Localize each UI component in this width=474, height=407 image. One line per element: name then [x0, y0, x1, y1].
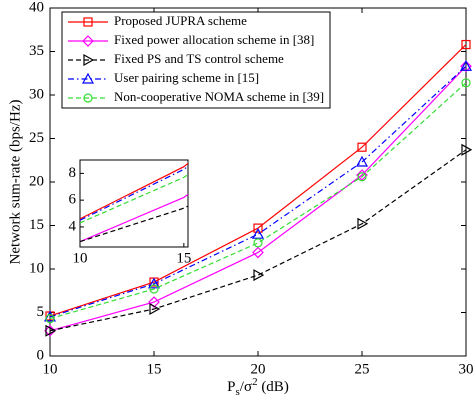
x-tick-label: 25 [355, 361, 370, 377]
marker [251, 227, 265, 239]
inset-lines [80, 162, 188, 243]
marker [148, 296, 160, 308]
x-label-part: 2 [252, 376, 258, 388]
series-line [49, 65, 467, 332]
inset-line [80, 165, 188, 221]
x-label-part: (dB) [258, 379, 289, 395]
marker [252, 246, 264, 259]
marker [461, 143, 473, 156]
y-tick-label: 5 [37, 304, 45, 320]
marker [45, 313, 55, 324]
y-tick-label: 20 [29, 173, 44, 189]
y-tick-label: 0 [37, 347, 45, 363]
series-line [49, 65, 467, 318]
y-tick-label: 40 [29, 0, 44, 15]
marker [149, 303, 161, 316]
marker [253, 223, 263, 233]
y-tick-label: 25 [29, 130, 44, 146]
marker [461, 39, 471, 50]
x-tick-label: 15 [147, 361, 162, 377]
legend: Proposed JUPRA scheme Fixed power allocat… [61, 11, 331, 109]
legend-label: User pairing scheme in [15] [114, 70, 259, 85]
marker [355, 155, 369, 167]
marker [83, 53, 95, 67]
inset-line [80, 162, 188, 220]
y-tick-label: 35 [29, 43, 44, 59]
marker [357, 217, 369, 230]
inset-line [80, 205, 188, 243]
series-line [49, 82, 467, 320]
legend-label: Non-cooperative NOMA scheme in [39] [114, 89, 324, 104]
marker [81, 72, 95, 84]
y-tick-label: 15 [29, 217, 44, 233]
marker [357, 142, 367, 152]
y-tick-label: 10 [29, 260, 44, 276]
x-tick-label: 30 [459, 361, 474, 377]
marker [357, 172, 367, 182]
x-tick-label: 10 [43, 361, 58, 377]
marker [147, 277, 161, 289]
x-tick-label: 20 [251, 361, 266, 377]
marker [43, 310, 57, 322]
x-label-part: /σ [240, 379, 252, 395]
inset-x-tick-label: 15 [176, 250, 191, 266]
x-label-part: s [236, 386, 240, 398]
legend-label: Proposed JUPRA scheme [114, 13, 247, 28]
marker [253, 238, 263, 248]
legend-label: Fixed power allocation scheme in [38] [114, 32, 314, 47]
marker [44, 324, 56, 337]
legend-box [61, 11, 331, 109]
marker [356, 169, 368, 181]
marker [459, 60, 473, 71]
inset-x-tick-label: 10 [73, 250, 88, 266]
inset-y-tick-label: 8 [69, 165, 77, 181]
inset-frame [79, 159, 189, 248]
marker [460, 60, 472, 73]
y-tick-label: 30 [29, 86, 44, 102]
marker [83, 93, 93, 103]
marker [149, 284, 159, 294]
inset-y-tick-label: 6 [69, 192, 77, 208]
x-label-part: P [227, 379, 235, 395]
marker [83, 17, 93, 27]
inset-line [80, 173, 188, 224]
x-axis-label: Ps/σ2 (dB) [227, 376, 289, 398]
inset-y-tick-label: 4 [69, 218, 77, 234]
marker [45, 324, 57, 337]
marker [82, 35, 94, 47]
legend-label: Fixed PS and TS control scheme [114, 51, 284, 66]
marker [253, 269, 265, 282]
inset-line [80, 193, 188, 243]
y-axis-label: Network sum-rate (bps/Hz) [7, 100, 23, 265]
marker [461, 78, 471, 88]
